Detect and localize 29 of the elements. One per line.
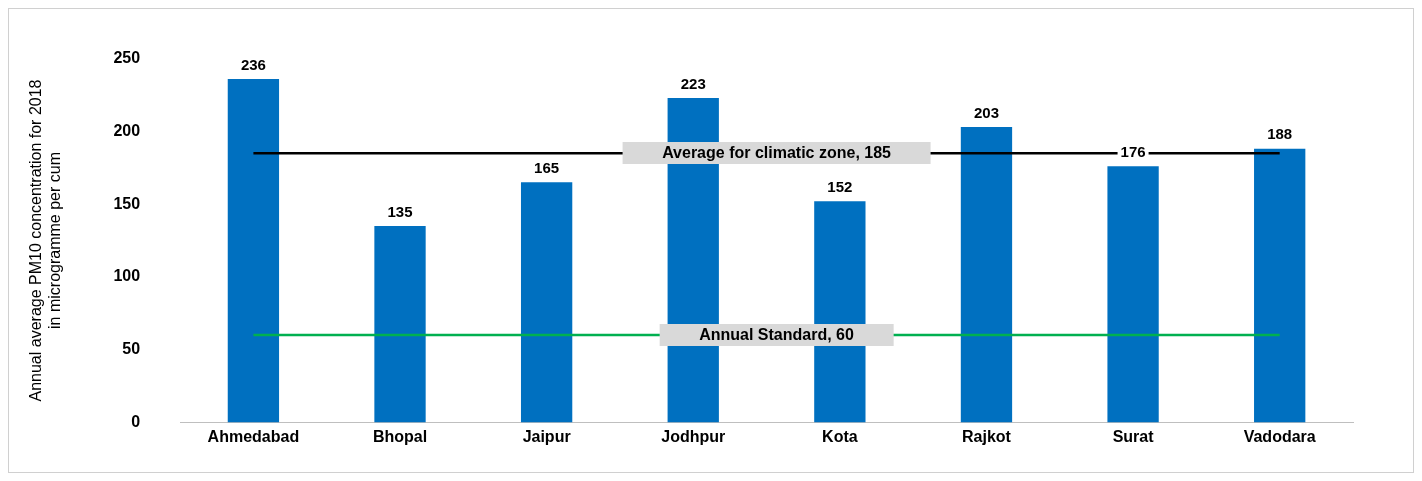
x-tick-label: Ahmedabad bbox=[207, 428, 300, 446]
data-label: 236 bbox=[240, 55, 266, 73]
y-tick-label: 200 bbox=[113, 121, 141, 139]
x-tick-label: Surat bbox=[1112, 428, 1155, 446]
bar bbox=[374, 225, 426, 423]
y-tick-label: 150 bbox=[113, 194, 141, 212]
bar bbox=[1254, 148, 1306, 423]
bar bbox=[960, 126, 1013, 423]
y-tick-label: 0 bbox=[131, 412, 141, 430]
x-tick-label: Kota bbox=[822, 428, 858, 446]
bar bbox=[227, 78, 280, 423]
data-label: 188 bbox=[1267, 125, 1293, 143]
x-tick-label: Jaipur bbox=[522, 428, 571, 446]
y-tick-label: 100 bbox=[113, 267, 141, 285]
data-label: 135 bbox=[387, 202, 413, 220]
data-label: 203 bbox=[973, 103, 999, 121]
data-label: 165 bbox=[534, 158, 560, 176]
bar bbox=[1107, 166, 1159, 423]
x-tick-label: Rajkot bbox=[962, 428, 1012, 446]
y-tick-label: 50 bbox=[122, 340, 141, 358]
x-tick-label: Vadodara bbox=[1243, 428, 1316, 446]
data-label: 152 bbox=[827, 177, 853, 195]
x-tick-label: Jodhpur bbox=[661, 428, 726, 446]
data-label: 176 bbox=[1120, 142, 1146, 160]
y-tick-label: 250 bbox=[113, 49, 141, 67]
y-axis-title: Annual average PM10 concentration for 2018 in microgramme per cum bbox=[27, 79, 64, 402]
data-label: 223 bbox=[680, 74, 706, 92]
bar bbox=[520, 182, 573, 423]
x-tick-label: Bhopal bbox=[372, 428, 428, 446]
